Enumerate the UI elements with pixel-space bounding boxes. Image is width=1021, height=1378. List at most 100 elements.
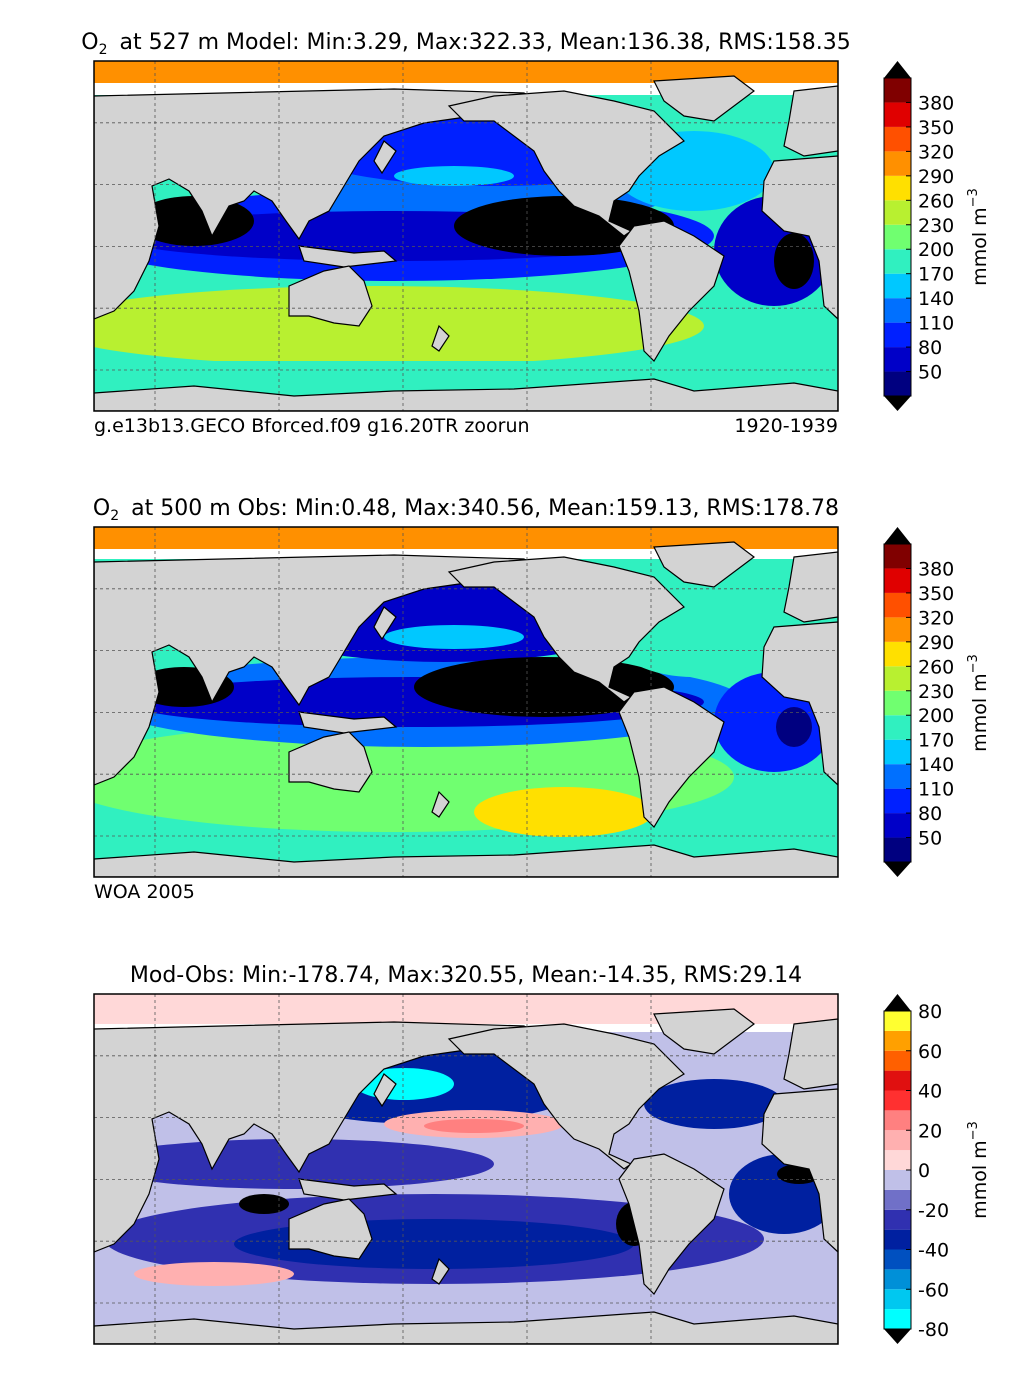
colorbar-tick-label: -40 (918, 1240, 949, 1262)
title-subscript: 2 (99, 42, 108, 58)
colorbar-band (884, 151, 911, 176)
colorbar-tick-label: 350 (918, 583, 954, 605)
colorbar-band (884, 1289, 911, 1310)
colorbar-unit: mmol m−3 (966, 188, 991, 286)
colorbar-tick-label: 50 (918, 362, 942, 384)
colorbar-band (884, 102, 911, 127)
colorbar-tick-label: 110 (918, 779, 954, 801)
colorbar-band (884, 1090, 911, 1111)
colorbar-band (884, 788, 911, 814)
map-panel-3 (94, 994, 838, 1344)
colorbar-tick-label: 170 (918, 264, 954, 286)
title-species: O (93, 496, 110, 521)
colorbar-band (884, 175, 911, 201)
unit-text: mmol m (969, 1140, 991, 1218)
colorbar-tick-label: 290 (918, 632, 954, 654)
colorbar-band (884, 273, 911, 299)
map-frame (93, 526, 839, 878)
title-text: at 500 m Obs: Min:0.48, Max:340.56, Mean… (131, 496, 839, 521)
colorbar-band (884, 837, 911, 862)
colorbar-band (884, 1030, 911, 1051)
colorbar-band (884, 1070, 911, 1091)
colorbar-band (884, 126, 911, 152)
colorbar-frame (883, 543, 912, 863)
colorbar-tick-label: 0 (918, 1160, 930, 1182)
colorbar-tick-label: 140 (918, 754, 954, 776)
map-frame (93, 60, 839, 412)
colorbar-band (884, 1150, 911, 1170)
colorbar-band (884, 1229, 911, 1250)
colorbar-band (884, 1269, 911, 1290)
panel-title: Mod-Obs: Min:-178.74, Max:320.55, Mean:-… (130, 963, 802, 988)
colorbar-band (884, 224, 911, 250)
colorbar-tick-label: 290 (918, 166, 954, 188)
colorbar-band (884, 1130, 911, 1151)
colorbar-band (884, 347, 911, 372)
map-panel-2 (94, 527, 838, 877)
colorbar-band (884, 1011, 911, 1031)
colorbar-band (884, 1170, 911, 1190)
panel-title: O2 at 500 m Obs: Min:0.48, Max:340.56, Me… (93, 496, 839, 524)
colorbar-tick-label: 110 (918, 313, 954, 335)
map-grid (94, 994, 838, 1344)
colorbar-band (884, 1110, 911, 1131)
unit-exponent: −3 (966, 1121, 981, 1140)
colorbar-band (884, 1309, 911, 1329)
title-text: at 527 m Model: Min:3.29, Max:322.33, Me… (120, 30, 851, 55)
colorbar-extend-top (884, 527, 911, 544)
colorbar-tick-label: 80 (918, 803, 942, 825)
colorbar-tick-label: 80 (918, 337, 942, 359)
colorbar-tick-label: 170 (918, 730, 954, 752)
map-grid (94, 61, 838, 411)
colorbar-tick-label: 320 (918, 141, 954, 163)
colorbar-band (884, 690, 911, 716)
colorbar-tick-label: 230 (918, 681, 954, 703)
colorbar-band (884, 715, 911, 740)
colorbar-band (884, 739, 911, 765)
unit-text: mmol m (969, 673, 991, 751)
colorbar-band (884, 1189, 911, 1210)
colorbar-extend-bottom (884, 862, 911, 877)
colorbar-frame (883, 77, 912, 397)
colorbar-band (884, 592, 911, 618)
colorbar-band (884, 666, 911, 691)
panel-title: O2 at 527 m Model: Min:3.29, Max:322.33, … (81, 30, 850, 58)
unit-exponent: −3 (966, 654, 981, 673)
colorbar-tick-label: -20 (918, 1200, 949, 1222)
colorbar-tick-label: 20 (918, 1120, 942, 1142)
colorbar-tick-label: -60 (918, 1279, 949, 1301)
colorbar-extend-top (884, 61, 911, 78)
unit-exponent: −3 (966, 188, 981, 207)
colorbar-tick-label: 200 (918, 705, 954, 727)
map-grid (94, 527, 838, 877)
colorbar-band (884, 1249, 911, 1270)
colorbar-band (884, 78, 911, 103)
title-species: O (81, 30, 98, 55)
colorbar-band (884, 568, 911, 593)
colorbar-tick-label: 260 (918, 190, 954, 212)
colorbar-tick-label: 260 (918, 656, 954, 678)
colorbar-tick-label: 50 (918, 828, 942, 850)
footer-left: g.e13b13.GECO Bforced.f09 g16.20TR zooru… (94, 415, 530, 437)
colorbar-band (884, 200, 911, 225)
colorbar-unit: mmol m−3 (966, 1121, 991, 1219)
colorbar-band (884, 617, 911, 642)
colorbar-band (884, 641, 911, 667)
footer-right: 1920-1939 (734, 415, 838, 437)
colorbar-extend-bottom (884, 1329, 911, 1344)
colorbar-tick-label: -80 (918, 1319, 949, 1341)
colorbar-tick-label: 200 (918, 239, 954, 261)
colorbar-tick-label: 350 (918, 117, 954, 139)
colorbar-band (884, 544, 911, 569)
colorbar-tick-label: 40 (918, 1081, 942, 1103)
colorbar-tick-label: 380 (918, 92, 954, 114)
colorbar-tick-label: 60 (918, 1041, 942, 1063)
colorbar-band (884, 1050, 911, 1071)
map-panel-1 (94, 61, 838, 411)
map-frame (93, 993, 839, 1345)
colorbar-band (884, 1209, 911, 1230)
colorbar-band (884, 322, 911, 348)
colorbar-tick-label: 230 (918, 215, 954, 237)
colorbar-tick-label: 380 (918, 558, 954, 580)
